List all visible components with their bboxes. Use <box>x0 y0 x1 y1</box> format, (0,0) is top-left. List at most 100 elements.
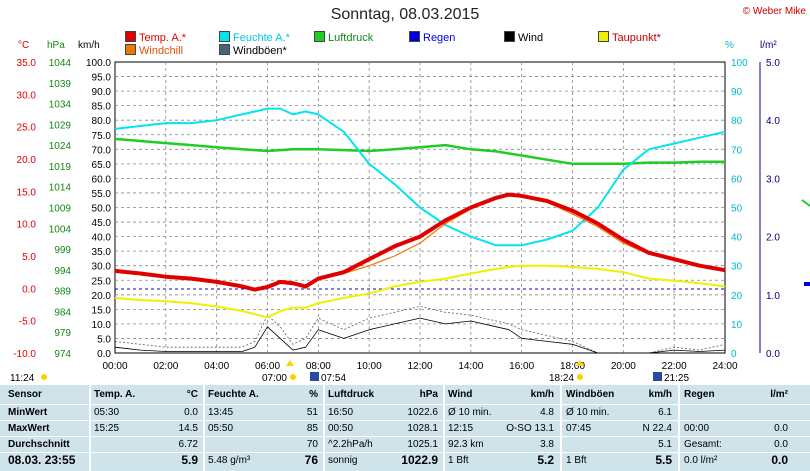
table-cell: 00:50 <box>328 423 354 434</box>
wind-tick-label: 95.0 <box>92 73 112 84</box>
table-header-cell: hPa <box>419 389 438 400</box>
pressure-tick-label: 1034 <box>49 100 72 111</box>
table-header-cell: °C <box>186 389 198 400</box>
table-header-cell: km/h <box>648 389 672 400</box>
x-tick-label: 24:00 <box>712 361 737 372</box>
table-cell: MinWert <box>8 407 48 418</box>
table-cell: 0.0 <box>774 423 788 434</box>
series-taupunkt <box>114 264 726 319</box>
humidity-tick-label: 50 <box>731 204 743 215</box>
table-cell: 5.5 <box>655 453 672 467</box>
humidity-tick-label: 30 <box>731 262 743 273</box>
legend-gusts: Windböen* <box>219 44 287 57</box>
rain-tick-label: 0.0 <box>766 349 780 360</box>
pressure-tick-label: 1044 <box>49 58 72 69</box>
rain-tick-label: 4.0 <box>766 116 780 127</box>
temp-tick-label: 15.0 <box>17 187 37 198</box>
table-header-cell: Windböen <box>566 389 615 400</box>
sunset-marker <box>576 360 584 366</box>
table-header-cell: Sensor <box>8 389 42 400</box>
table-cell: ^2.2hPa/h <box>328 439 373 450</box>
temp-tick-label: 30.0 <box>17 90 37 101</box>
wind-tick-label: 30.0 <box>92 262 112 273</box>
temp-tick-label: 0.0 <box>22 284 36 295</box>
series-feuchte-a <box>114 107 726 247</box>
legend-pressure: Luftdruck <box>314 31 373 44</box>
rain-tick-label: 2.0 <box>766 233 780 244</box>
wind-tick-label: 15.0 <box>92 305 112 316</box>
edge-rain-marker <box>804 282 810 286</box>
table-cell: 1025.1 <box>407 439 438 450</box>
pressure-tick-label: 1024 <box>49 141 72 152</box>
table-header-cell: Wind <box>448 389 473 400</box>
table-cell: 76 <box>304 453 318 467</box>
moonrise-icon <box>310 372 319 381</box>
legend-wind: Wind <box>504 31 543 44</box>
x-tick-label: 14:00 <box>458 361 483 372</box>
wind-tick-label: 75.0 <box>92 131 112 142</box>
legend-rain: Regen <box>409 31 455 44</box>
pressure-tick-label: 1019 <box>49 162 72 173</box>
rain-tick-label: 5.0 <box>766 58 780 69</box>
table-cell: 07:45 <box>566 423 592 434</box>
chart-title: Sonntag, 08.03.2015 <box>330 6 480 23</box>
rain-tick-label: 3.0 <box>766 174 780 185</box>
legend-humidity: Feuchte A.* <box>219 31 290 44</box>
credit-label: © Weber Mike <box>742 6 806 17</box>
sun-mark-left: 11:24 <box>10 373 35 384</box>
table-cell: 0.0 <box>771 453 788 467</box>
table-cell: 5.1 <box>658 439 672 450</box>
table-cell: N 22.4 <box>642 423 672 434</box>
x-tick-label: 20:00 <box>611 361 636 372</box>
table-cell: 85 <box>306 423 318 434</box>
table-cell: 12:15 <box>448 423 474 434</box>
temp-tick-label: -10.0 <box>13 349 36 360</box>
temp-unit: °C <box>18 40 30 51</box>
wind-tick-label: 25.0 <box>92 276 112 287</box>
pressure-tick-label: 984 <box>54 307 71 318</box>
table-cell: 5.9 <box>181 453 198 467</box>
wind-tick-label: 55.0 <box>92 189 112 200</box>
sunrise-dot <box>290 374 296 380</box>
temp-tick-label: 25.0 <box>17 123 37 134</box>
edge-pressure-tick <box>801 199 810 207</box>
table-cell: 16:50 <box>328 407 354 418</box>
wind-tick-label: 50.0 <box>92 204 112 215</box>
pressure-tick-label: 1009 <box>49 204 72 215</box>
legend-temp: Temp. A.* <box>125 31 186 44</box>
wind-tick-label: 60.0 <box>92 174 112 185</box>
humidity-tick-label: 60 <box>731 174 743 185</box>
table-cell: 6.72 <box>178 439 198 450</box>
x-tick-label: 04:00 <box>204 361 229 372</box>
table-cell: sonnig <box>328 455 358 466</box>
pressure-tick-label: 1014 <box>49 183 72 194</box>
temp-tick-label: -5.0 <box>19 317 37 328</box>
humidity-tick-label: 0 <box>731 349 737 360</box>
wind-tick-label: 5.0 <box>97 334 111 345</box>
x-tick-label: 02:00 <box>153 361 178 372</box>
x-tick-label: 16:00 <box>509 361 534 372</box>
table-header-cell: % <box>309 389 318 400</box>
sun-dot <box>41 374 47 380</box>
table-header-cell: Feuchte A. <box>208 389 259 400</box>
table-cell: Ø 10 min. <box>566 407 610 418</box>
table-cell: 5.48 g/m³ <box>208 455 251 466</box>
sunset-dot <box>577 374 583 380</box>
table-cell: 4.8 <box>540 407 554 418</box>
humidity-tick-label: 90 <box>731 87 743 98</box>
table-cell: 5.2 <box>537 453 554 467</box>
moonset-icon <box>653 372 662 381</box>
temp-tick-label: 10.0 <box>17 220 37 231</box>
humidity-tick-label: 100 <box>731 58 748 69</box>
wind-tick-label: 100.0 <box>86 58 111 69</box>
sunrise-marker <box>286 360 294 366</box>
stats-table: Sensor Temp. A. °C Feuchte A.% Luftdruck hPa W… <box>0 385 810 471</box>
temp-tick-label: 5.0 <box>22 252 36 263</box>
moonrise-label: 07:54 <box>321 373 346 384</box>
x-tick-label: 06:00 <box>255 361 280 372</box>
legend-windchill: Windchill <box>125 44 183 57</box>
table-cell: Durchschnitt <box>8 439 70 450</box>
moonset-label: 21:25 <box>664 373 689 384</box>
wind-tick-label: 70.0 <box>92 145 112 156</box>
series-luftdruck <box>114 137 725 166</box>
